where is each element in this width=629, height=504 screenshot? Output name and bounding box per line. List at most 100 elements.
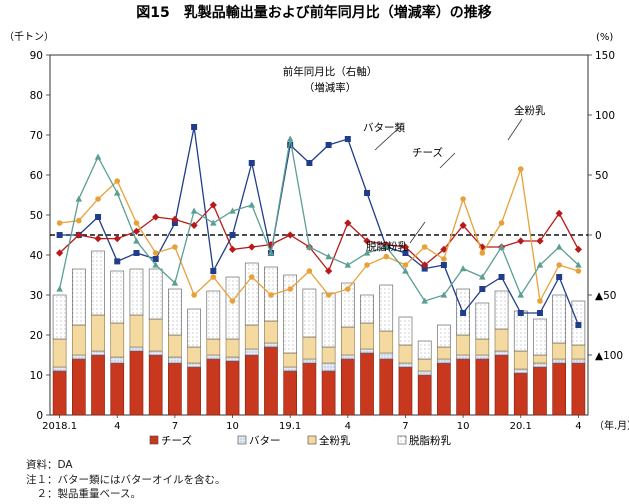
cheese-line-point: [421, 261, 429, 269]
cheese-line-point: [401, 243, 410, 251]
bar-cheese: [71, 358, 86, 416]
bar-whole-milk-powder: [168, 334, 182, 358]
bar-whole-milk-powder: [552, 342, 567, 360]
label-leader-line: [374, 126, 401, 151]
bar-whole-milk-powder: [417, 358, 432, 372]
butter-line-point: [248, 160, 255, 166]
bar-butter: [571, 358, 586, 364]
butter-line-point: [402, 250, 409, 256]
bar-cheese: [321, 370, 336, 416]
whole-milk-powder-line-point: [268, 292, 274, 298]
bar-cheese: [340, 358, 355, 416]
bar-butter: [71, 354, 86, 360]
cheese-line-point: [517, 237, 525, 245]
x-tick-label: 4: [114, 421, 120, 432]
bar-skim-milk-powder: [321, 292, 336, 348]
cheese-line-point: [574, 245, 582, 253]
bar-whole-milk-powder: [533, 354, 547, 364]
source-note: 資料：DA: [26, 459, 73, 471]
bar-whole-milk-powder: [148, 318, 163, 352]
skim-milk-powder-line-point: [229, 207, 236, 214]
bar-cheese: [110, 362, 125, 416]
skim-milk-powder-line-point: [382, 243, 390, 250]
butter-line-point: [479, 286, 486, 292]
change-rate-label: （増減率）: [304, 81, 357, 94]
bar-skim-milk-powder: [398, 316, 413, 346]
whole-milk-powder-line-point: [421, 244, 428, 250]
bar-butter: [437, 358, 451, 364]
butter-line-point: [325, 142, 332, 148]
x-tick-label: 7: [172, 421, 178, 432]
bar-butter: [283, 366, 298, 372]
whole-milk-powder-line-point: [76, 217, 82, 224]
bar-skim-milk-powder: [91, 250, 105, 316]
butter-line-point: [306, 160, 313, 166]
skim-milk-powder-line-point: [440, 291, 448, 298]
x-tick-label: 19.1: [279, 421, 301, 432]
whole-milk-powder-line: [59, 168, 579, 304]
butter-line-point: [517, 310, 524, 316]
bar-butter: [52, 366, 67, 372]
whole-milk-powder-line-point: [479, 250, 486, 256]
bar-skim-milk-powder: [52, 294, 67, 340]
whole-milk-powder-line-point: [575, 268, 582, 274]
bar-butter: [187, 362, 201, 368]
note-2: ２：製品重量ベース。: [26, 488, 141, 500]
cheese-line-point: [228, 245, 237, 253]
butter-line-point: [287, 142, 294, 148]
left-tick-label: 10: [30, 370, 43, 382]
x-axis-unit: （年.月）: [594, 419, 629, 432]
bar-butter: [475, 354, 490, 360]
bar-butter: [321, 362, 336, 372]
butter-line-point: [152, 256, 159, 262]
bar-skim-milk-powder: [552, 294, 567, 344]
skim-milk-powder-line-point: [555, 243, 563, 250]
bar-whole-milk-powder: [129, 314, 144, 348]
left-tick-label: 30: [30, 290, 43, 302]
cheese-line-point: [113, 235, 121, 243]
bar-skim-milk-powder: [494, 290, 509, 330]
bar-whole-milk-powder: [206, 338, 221, 356]
bar-cheese: [552, 362, 567, 416]
whole-milk-powder-line-point: [517, 166, 524, 172]
butter-line-point: [460, 310, 467, 316]
skim-milk-powder-line-point: [325, 253, 332, 260]
skim-milk-powder-line-point: [210, 219, 217, 226]
left-axis-unit: （千トン）: [4, 31, 54, 43]
left-tick-label: 70: [30, 130, 43, 142]
bar-cheese: [168, 362, 182, 416]
bar-cheese: [398, 366, 413, 416]
cheese-line: [59, 203, 579, 273]
skim-milk-powder-line-point: [152, 261, 159, 268]
bar-skim-milk-powder: [417, 340, 432, 360]
whole-milk-powder-line-point: [402, 262, 409, 268]
right-axis-unit: (%): [596, 32, 613, 43]
bar-skim-milk-powder: [110, 270, 125, 324]
skim-milk-powder-line-point: [75, 195, 83, 202]
whole-milk-powder-line-point: [537, 298, 543, 304]
butter-line-point: [556, 274, 563, 280]
bar-skim-milk-powder: [340, 282, 355, 328]
bar-cheese: [456, 358, 470, 416]
x-tick-label: 10: [226, 421, 239, 432]
whole-milk-powder-line-point: [133, 220, 140, 226]
bar-whole-milk-powder: [91, 314, 105, 352]
left-tick-label: 60: [30, 170, 43, 182]
x-tick-label: 7: [402, 421, 408, 432]
bar-cheese: [283, 370, 298, 416]
cheese-line-point: [132, 227, 141, 235]
bar-cheese: [129, 350, 144, 416]
bar-skim-milk-powder: [379, 284, 394, 332]
butter-line-label: バター類: [363, 122, 405, 134]
skim-milk-powder-line: [58, 138, 579, 302]
cheese-line-label: チーズ: [412, 146, 443, 159]
bar-cheese: [494, 354, 509, 416]
bar-butter: [148, 350, 163, 356]
skim-milk-powder-line-point: [94, 153, 102, 160]
x-tick-label: 10: [457, 421, 470, 432]
butter-line-point: [344, 136, 351, 142]
butter-line-point: [536, 310, 543, 316]
whole-milk-powder-line-point: [152, 250, 159, 256]
whole-milk-powder-line-point: [191, 292, 197, 298]
